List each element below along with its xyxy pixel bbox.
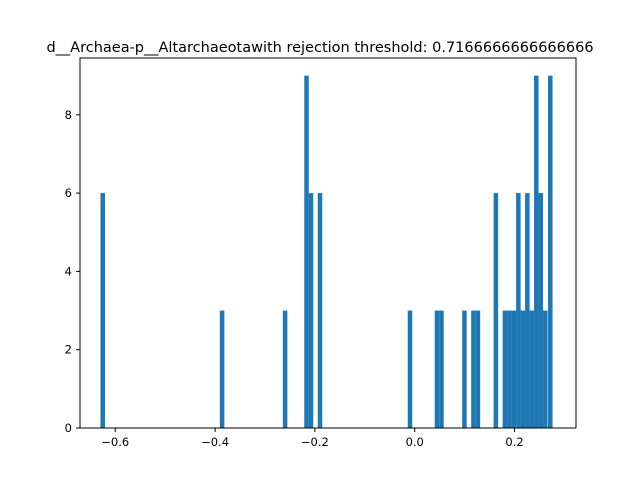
histogram-bar [502,310,508,428]
histogram-bar [434,310,440,428]
histogram-bar [475,310,481,428]
histogram-bar [543,310,548,428]
x-tick-label: 0.0 [406,435,424,449]
histogram-bar [308,193,314,428]
y-tick-label: 2 [65,343,72,357]
x-tick-label: 0.2 [505,435,523,449]
histogram-bar [219,310,225,428]
histogram-bar [525,193,530,428]
histogram-bar [304,75,309,429]
histogram-bar [462,310,467,428]
histogram-bar [548,75,553,429]
histogram-bar [439,310,444,428]
plot-area-frame [79,57,577,429]
x-tick-label: −0.4 [201,435,229,449]
histogram-bar [507,310,512,428]
histogram-bar [471,310,476,428]
y-tick-label: 8 [65,108,72,122]
y-tick-label: 0 [65,421,72,435]
histogram-bar [282,310,288,428]
y-tick-label: 4 [65,264,72,278]
y-tick-label: 6 [65,186,72,200]
axes-layer: −0.6 −0.4 −0.2 0.0 0.2 0 2 4 6 8 [65,108,524,449]
x-tick-label: −0.2 [301,435,329,449]
x-tick-label: −0.6 [101,435,129,449]
bars-layer [100,75,553,429]
histogram-bar [100,193,105,428]
histogram-bar [516,193,521,428]
histogram-bar [534,75,539,429]
chart-title: d__Archaea-p__Altarchaeotawith rejection… [46,40,593,56]
histogram-bar [511,310,517,428]
histogram-bar [317,193,323,428]
histogram-bar [407,310,413,428]
histogram-bar [493,193,499,428]
histogram-bar [520,310,526,428]
histogram-bar [538,193,544,428]
histogram-bar [529,310,535,428]
